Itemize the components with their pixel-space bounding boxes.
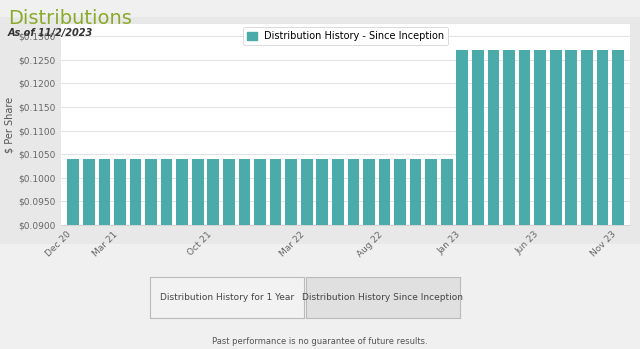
Bar: [239, 159, 250, 349]
Text: As of 11/2/2023: As of 11/2/2023: [8, 28, 93, 38]
Bar: [426, 159, 437, 349]
Bar: [472, 50, 484, 349]
Bar: [441, 159, 452, 349]
Bar: [612, 50, 624, 349]
Bar: [177, 159, 188, 349]
Legend: Distribution History - Since Inception: Distribution History - Since Inception: [243, 27, 448, 45]
Bar: [410, 159, 422, 349]
Bar: [301, 159, 312, 349]
Bar: [581, 50, 593, 349]
Bar: [488, 50, 499, 349]
Text: Past performance is no guarantee of future results.: Past performance is no guarantee of futu…: [212, 336, 428, 346]
Text: Distributions: Distributions: [8, 9, 132, 28]
Bar: [519, 50, 531, 349]
Bar: [332, 159, 344, 349]
Bar: [192, 159, 204, 349]
Bar: [379, 159, 390, 349]
Bar: [394, 159, 406, 349]
Bar: [456, 50, 468, 349]
Bar: [145, 159, 157, 349]
Bar: [269, 159, 282, 349]
Bar: [285, 159, 297, 349]
Bar: [363, 159, 375, 349]
Bar: [316, 159, 328, 349]
Bar: [223, 159, 235, 349]
Bar: [503, 50, 515, 349]
Y-axis label: $ Per Share: $ Per Share: [4, 97, 14, 153]
Bar: [596, 50, 608, 349]
Bar: [114, 159, 126, 349]
Bar: [254, 159, 266, 349]
Bar: [67, 159, 79, 349]
Bar: [534, 50, 546, 349]
Bar: [348, 159, 359, 349]
Bar: [83, 159, 95, 349]
Bar: [565, 50, 577, 349]
Text: Distribution History Since Inception: Distribution History Since Inception: [302, 293, 463, 302]
Bar: [99, 159, 110, 349]
Bar: [130, 159, 141, 349]
Text: Distribution History for 1 Year: Distribution History for 1 Year: [160, 293, 294, 302]
Bar: [207, 159, 219, 349]
Bar: [161, 159, 172, 349]
Bar: [550, 50, 561, 349]
